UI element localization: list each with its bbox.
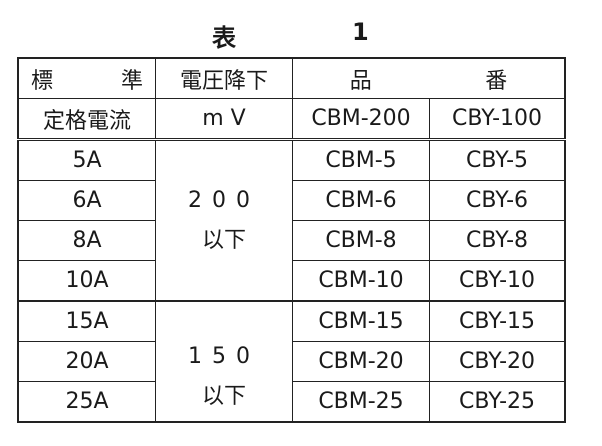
cby-cell: CBY-5 bbox=[429, 138, 566, 181]
table-row: 8A CBM-8 CBY-8 bbox=[17, 220, 566, 261]
header-cbm-series: CBM-200 bbox=[292, 98, 430, 140]
voltage-suffix: 以下 bbox=[201, 227, 246, 253]
header-text: 準 bbox=[120, 68, 143, 94]
current-cell: 15A bbox=[17, 300, 156, 342]
current-cell: 10A bbox=[17, 260, 156, 302]
current-cell: 25A bbox=[17, 381, 156, 423]
header-product-number: 品番 bbox=[292, 57, 566, 99]
current-cell: 20A bbox=[17, 341, 156, 382]
header-standard: 標準 bbox=[17, 57, 156, 99]
cbm-cell: CBM-5 bbox=[292, 138, 430, 181]
cby-cell: CBY-8 bbox=[429, 220, 566, 261]
cbm-cell: CBM-6 bbox=[292, 180, 430, 221]
cbm-cell: CBM-20 bbox=[292, 341, 430, 382]
header-row-1: 標準 電圧降下 品番 bbox=[17, 57, 566, 99]
header-rated-current: 定格電流 bbox=[17, 98, 156, 140]
table-row: 25A CBM-25 CBY-25 bbox=[17, 381, 566, 423]
voltage-group-cell: 200 以下 bbox=[155, 138, 293, 302]
voltage-value: 200 bbox=[188, 187, 260, 213]
current-cell: 5A bbox=[17, 138, 156, 181]
product-table: 標準 電圧降下 品番 定格電流 m V CBM-200 CBY-100 5A 2… bbox=[17, 57, 566, 423]
header-voltage-drop: 電圧降下 bbox=[155, 57, 293, 99]
header-text: 品 bbox=[349, 68, 372, 94]
table-row: 15A 150 以下 CBM-15 CBY-15 bbox=[17, 300, 566, 423]
cbm-cell: CBM-25 bbox=[292, 381, 430, 423]
table-title-prefix: 表 bbox=[212, 24, 236, 52]
cbm-cell: CBM-10 bbox=[292, 260, 430, 302]
header-text: 番 bbox=[485, 68, 508, 94]
current-cell: 6A bbox=[17, 180, 156, 221]
cby-cell: CBY-10 bbox=[429, 260, 566, 302]
voltage-group-cell: 150 以下 bbox=[155, 300, 293, 423]
cby-cell: CBY-20 bbox=[429, 341, 566, 382]
cby-cell: CBY-6 bbox=[429, 180, 566, 221]
table-row: 20A CBM-20 CBY-20 bbox=[17, 341, 566, 382]
table-row: 6A CBM-6 CBY-6 bbox=[17, 180, 566, 221]
cby-cell: CBY-15 bbox=[429, 300, 566, 342]
cbm-cell: CBM-15 bbox=[292, 300, 430, 342]
cby-cell: CBY-25 bbox=[429, 381, 566, 423]
voltage-suffix: 以下 bbox=[201, 383, 246, 409]
header-unit: m V bbox=[155, 98, 293, 140]
table-row: 5A 200 以下 CBM-5 CBY-5 bbox=[17, 138, 566, 302]
cbm-cell: CBM-8 bbox=[292, 220, 430, 261]
header-cby-series: CBY-100 bbox=[429, 98, 566, 140]
header-text: 標 bbox=[31, 68, 54, 94]
header-row-2: 定格電流 m V CBM-200 CBY-100 bbox=[17, 98, 566, 140]
current-cell: 8A bbox=[17, 220, 156, 261]
table-title-number: 1 bbox=[352, 18, 369, 46]
voltage-value: 150 bbox=[188, 343, 260, 369]
